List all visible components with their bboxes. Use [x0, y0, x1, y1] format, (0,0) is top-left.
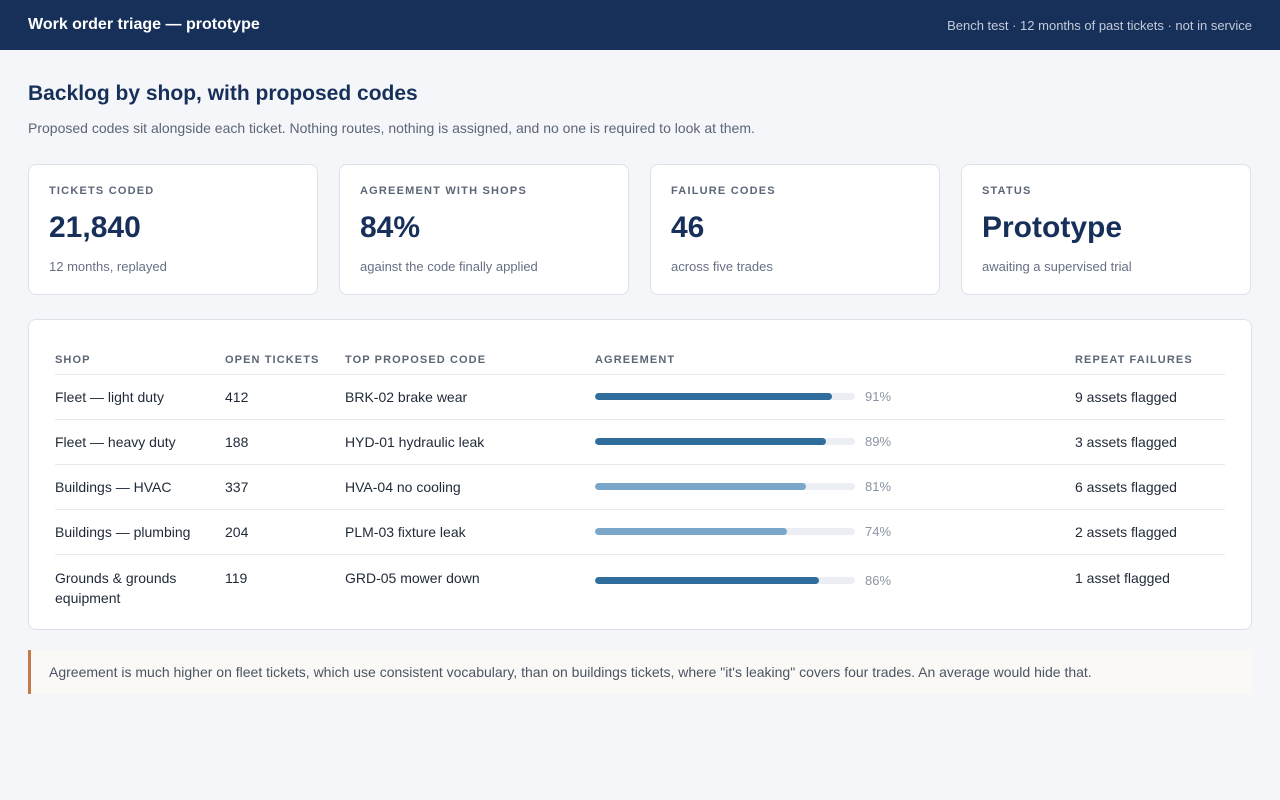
page-subtitle: Proposed codes sit alongside each ticket… [28, 120, 755, 136]
cell-shop: Grounds & grounds equipment [55, 569, 177, 606]
agreement-bar-track [595, 528, 855, 535]
top-bar: Work order triage — prototype Bench test… [0, 0, 1280, 50]
stat-value: 21,840 [49, 211, 141, 244]
cell-open-tickets: 337 [225, 464, 345, 510]
cell-shop: Buildings — HVAC [55, 464, 225, 510]
app-title: Work order triage — prototype [28, 16, 260, 33]
stat-card-agreement: AGREEMENT WITH SHOPS 84% against the cod… [339, 164, 629, 295]
cell-open-tickets: 119 [225, 569, 248, 586]
table-row: Buildings — HVAC 337 HVA-04 no cooling 8… [55, 464, 1225, 510]
stat-value: Prototype [982, 211, 1123, 244]
cell-repeat-failures: 2 assets flagged [1075, 509, 1225, 555]
cell-repeat-failures: 1 asset flagged [1075, 569, 1170, 586]
stat-card-status: STATUS Prototype awaiting a supervised t… [961, 164, 1251, 295]
cell-shop: Fleet — heavy duty [55, 419, 225, 465]
cell-top-code: PLM-03 fixture leak [345, 509, 595, 555]
cell-top-code: HYD-01 hydraulic leak [345, 419, 595, 465]
agreement-bar-track [595, 577, 855, 584]
cell-repeat-failures: 9 assets flagged [1075, 374, 1225, 420]
cell-top-code: GRD-05 mower down [345, 569, 480, 586]
agreement-bar-group: 89% [595, 434, 1075, 449]
cell-open-tickets: 412 [225, 374, 345, 420]
stat-card-failure-codes: FAILURE CODES 46 across five trades [650, 164, 940, 295]
stat-label: AGREEMENT WITH SHOPS [360, 185, 528, 197]
cell-agreement: 89% [595, 419, 1075, 465]
stat-card-tickets-coded: TICKETS CODED 21,840 12 months, replayed [28, 164, 318, 295]
agreement-percent: 86% [865, 572, 892, 588]
agreement-bar-group: 74% [595, 524, 1075, 539]
cell-open-tickets: 188 [225, 419, 345, 465]
table-row: Fleet — heavy duty 188 HYD-01 hydraulic … [55, 419, 1225, 465]
agreement-bar-group: 81% [595, 479, 1075, 494]
stat-caption: across five trades [671, 259, 773, 274]
cell-shop: Fleet — light duty [55, 374, 225, 420]
column-header-top-code: TOP PROPOSED CODE [345, 340, 595, 375]
agreement-percent: 89% [865, 434, 892, 449]
column-header-shop: SHOP [55, 340, 225, 375]
agreement-bar-fill [595, 483, 806, 490]
agreement-bar-fill [595, 577, 819, 584]
agreement-bar-fill [595, 438, 827, 445]
column-header-open-tickets: OPEN TICKETS [225, 340, 345, 375]
page-title: Backlog by shop, with proposed codes [28, 82, 418, 105]
cell-top-code: HVA-04 no cooling [345, 464, 595, 510]
stat-value: 46 [671, 211, 705, 244]
stat-label: STATUS [982, 185, 1032, 197]
agreement-percent: 81% [865, 479, 892, 494]
agreement-bar-track [595, 393, 855, 400]
agreement-bar-group: 91% [595, 389, 1075, 404]
cell-top-code: BRK-02 brake wear [345, 374, 595, 420]
cell-agreement: 86% [595, 554, 1075, 614]
stat-label: FAILURE CODES [671, 185, 776, 197]
table-row: Grounds & grounds equipment 119 GRD-05 m… [55, 554, 1225, 614]
agreement-bar-fill [595, 393, 832, 400]
cell-agreement: 91% [595, 374, 1075, 420]
cell-repeat-failures: 6 assets flagged [1075, 464, 1225, 510]
cell-agreement: 81% [595, 464, 1075, 510]
table-row: Fleet — light duty 412 BRK-02 brake wear… [55, 374, 1225, 420]
stats-row: TICKETS CODED 21,840 12 months, replayed… [28, 164, 1252, 295]
table-header-row: SHOP OPEN TICKETS TOP PROPOSED CODE AGRE… [55, 340, 1225, 375]
cell-open-tickets: 204 [225, 509, 345, 555]
stat-caption: 12 months, replayed [49, 259, 167, 274]
table-row: Buildings — plumbing 204 PLM-03 fixture … [55, 509, 1225, 555]
column-header-repeat-failures: REPEAT FAILURES [1075, 340, 1225, 375]
agreement-percent: 91% [865, 389, 892, 404]
agreement-bar-track [595, 438, 855, 445]
cell-repeat-failures: 3 assets flagged [1075, 419, 1225, 465]
cell-shop: Buildings — plumbing [55, 509, 225, 555]
backlog-table: SHOP OPEN TICKETS TOP PROPOSED CODE AGRE… [55, 340, 1225, 614]
agreement-bar-track [595, 483, 855, 490]
main-content: Backlog by shop, with proposed codes Pro… [0, 50, 1280, 694]
column-header-agreement: AGREEMENT [595, 340, 1075, 375]
agreement-bar-fill [595, 528, 788, 535]
cell-agreement: 74% [595, 509, 1075, 555]
insight-note: Agreement is much higher on fleet ticket… [28, 650, 1252, 694]
stat-caption: awaiting a supervised trial [982, 259, 1132, 274]
stat-value: 84% [360, 211, 421, 244]
app-meta: Bench test · 12 months of past tickets ·… [947, 17, 1252, 33]
backlog-table-card: SHOP OPEN TICKETS TOP PROPOSED CODE AGRE… [28, 319, 1252, 630]
stat-caption: against the code finally applied [360, 259, 538, 274]
agreement-percent: 74% [865, 524, 892, 539]
stat-label: TICKETS CODED [49, 185, 155, 197]
agreement-bar-group: 86% [595, 571, 1075, 591]
